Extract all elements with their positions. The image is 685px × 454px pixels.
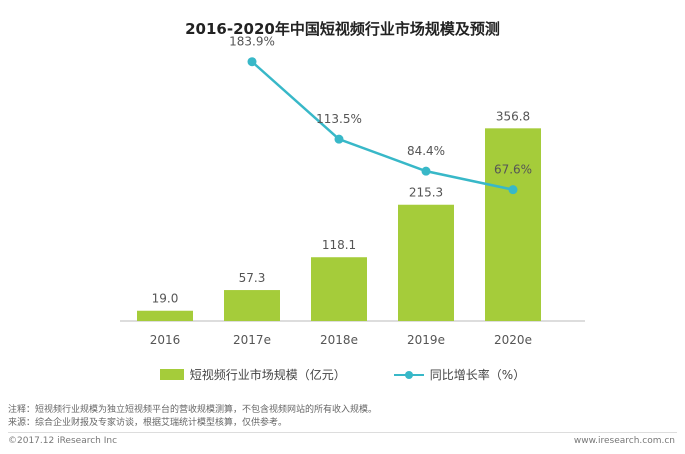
x-tick-2018e: 2018e: [320, 333, 358, 347]
growth-line-series: 183.9% 113.5% 84.4% 67.6%: [229, 35, 532, 195]
legend-line-swatch: [393, 369, 424, 381]
legend: 短视频行业市场规模（亿元） 同比增长率（%）: [0, 366, 685, 383]
line-point-2020e: [508, 185, 518, 195]
footer-copyright: ©2017.12 iResearch Inc: [8, 436, 118, 446]
legend-item-growth-rate: 同比增长率（%）: [393, 366, 526, 383]
growth-line: [251, 60, 514, 191]
bar-label-2017e: 57.3: [239, 271, 266, 285]
bar-2018e: [311, 257, 367, 321]
legend-label-market-size: 短视频行业市场规模（亿元）: [189, 368, 346, 382]
x-tick-2016: 2016: [150, 333, 181, 347]
bar-label-2018e: 118.1: [322, 238, 356, 252]
note-line-1: 注释：短视频行业规模为独立短视频平台的营收规模测算，不包含视频网站的所有收入规模…: [8, 405, 378, 415]
chart-notes: 注释：短视频行业规模为独立短视频平台的营收规模测算，不包含视频网站的所有收入规模…: [8, 404, 377, 430]
bar-2020e: [485, 128, 541, 321]
line-label-2017e: 183.9%: [229, 35, 275, 49]
x-tick-2019e: 2019e: [407, 333, 445, 347]
line-label-2018e: 113.5%: [316, 112, 362, 126]
x-tick-2017e: 2017e: [233, 333, 271, 347]
line-point-2017e: [247, 57, 257, 67]
footer-divider: [8, 432, 677, 433]
bar-label-2020e: 356.8: [496, 109, 530, 123]
bar-label-2019e: 215.3: [409, 186, 443, 200]
line-point-2018e: [334, 134, 344, 144]
bar-series: [137, 128, 541, 321]
bar-2017e: [224, 290, 280, 321]
bar-2016: [137, 310, 193, 321]
line-point-2019e: [421, 166, 431, 176]
line-label-2019e: 84.4%: [407, 144, 445, 158]
chart-title: 2016-2020年中国短视频行业市场规模及预测: [185, 20, 500, 38]
legend-bar-swatch: [159, 369, 184, 380]
legend-item-market-size: 短视频行业市场规模（亿元）: [159, 366, 346, 383]
x-tick-labels: 2016 2017e 2018e 2019e 2020e: [150, 333, 532, 347]
bar-2019e: [398, 204, 454, 321]
footer-website: www.iresearch.com.cn: [573, 436, 675, 446]
legend-label-growth-rate: 同比增长率（%）: [429, 368, 526, 382]
line-label-2020e: 67.6%: [494, 163, 532, 177]
bar-label-2016: 19.0: [152, 292, 179, 306]
note-line-2: 来源：综合企业财报及专家访谈，根据艾瑞统计模型核算，仅供参考。: [8, 418, 288, 428]
x-tick-2020e: 2020e: [494, 333, 532, 347]
bar-value-labels: 19.0 57.3 118.1 215.3 356.8: [152, 109, 531, 305]
